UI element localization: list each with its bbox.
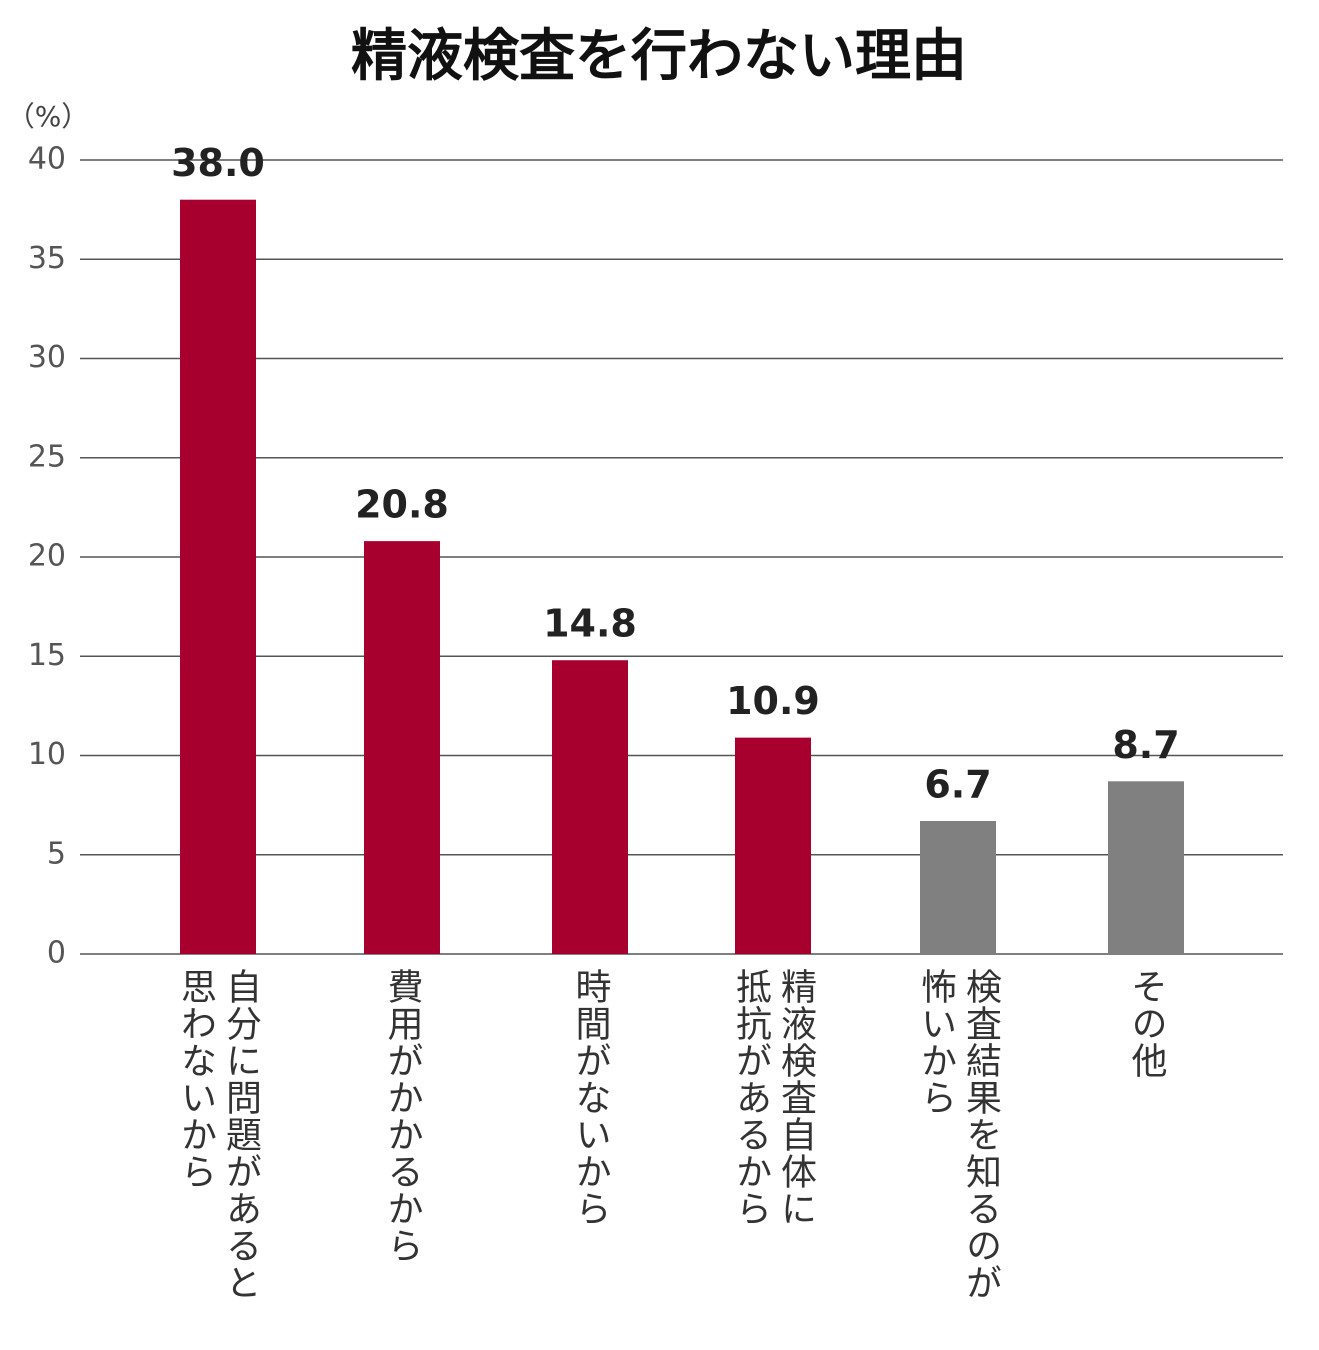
x-tick-label: その他 (1124, 968, 1169, 1079)
x-tick-label-line: 検査結果を知るのが (960, 968, 1001, 1301)
value-label: 14.8 (543, 602, 637, 646)
x-tick-label: 費用がかかるから (380, 968, 425, 1264)
y-tick-label: 5 (47, 836, 66, 871)
y-tick-label: 15 (28, 638, 66, 673)
bar (364, 541, 440, 954)
bar (920, 821, 996, 954)
x-tick-label: 精液検査自体に 抵抗があるから (728, 968, 818, 1227)
x-tick-label: 時間がないから (568, 968, 613, 1227)
value-label: 8.7 (1112, 723, 1179, 767)
bar (552, 660, 628, 954)
bar (735, 737, 811, 954)
bar (1108, 781, 1184, 954)
x-tick-label-line: 怖いから (915, 968, 956, 1116)
y-tick-label: 35 (28, 241, 66, 276)
y-tick-label: 0 (47, 936, 66, 971)
value-label: 38.0 (171, 141, 265, 185)
y-tick-label: 10 (28, 737, 66, 772)
x-tick-label-line: 抵抗があるから (730, 968, 771, 1227)
x-tick-label-line: その他 (1125, 968, 1167, 1079)
x-tick-label-line: 精液検査自体に (775, 968, 816, 1227)
value-label: 6.7 (924, 763, 991, 807)
x-tick-label-line: 思わないから (175, 968, 216, 1190)
x-tick-label-line: 費用がかかるから (381, 968, 423, 1264)
y-tick-label: 40 (28, 142, 66, 177)
x-tick-label-line: 自分に問題があると (220, 968, 261, 1301)
value-label: 20.8 (355, 483, 449, 527)
value-label: 10.9 (726, 679, 820, 723)
x-tick-label: 検査結果を知るのが 怖いから (913, 968, 1003, 1301)
chart-title: 精液検査を行わない理由 (351, 24, 967, 89)
x-tick-label: 自分に問題があると 思わないから (173, 968, 263, 1301)
y-tick-label: 25 (28, 439, 66, 474)
bar (180, 199, 256, 954)
y-tick-label: 30 (28, 340, 66, 375)
y-tick-label: 20 (28, 539, 66, 574)
x-tick-label-line: 時間がないから (569, 968, 611, 1227)
y-axis-label: （%） (7, 100, 90, 133)
